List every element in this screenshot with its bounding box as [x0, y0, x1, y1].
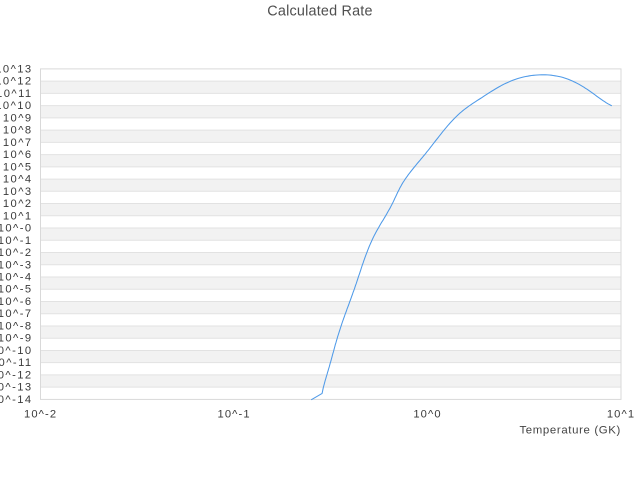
svg-text:10^-4: 10^-4: [0, 271, 33, 283]
svg-text:Calculated Rate: Calculated Rate: [267, 4, 372, 20]
svg-text:10^-0: 10^-0: [0, 223, 33, 235]
svg-text:10^0: 10^0: [413, 409, 441, 421]
svg-text:10^-2: 10^-2: [24, 409, 57, 421]
svg-text:10^5: 10^5: [3, 161, 33, 173]
svg-text:10^2: 10^2: [3, 198, 33, 210]
svg-text:10^4: 10^4: [3, 174, 33, 186]
svg-text:10^-14: 10^-14: [0, 394, 33, 406]
svg-text:10^7: 10^7: [3, 137, 33, 149]
svg-text:10^3: 10^3: [3, 186, 33, 198]
svg-text:10^8: 10^8: [3, 125, 33, 137]
svg-text:10^-1: 10^-1: [0, 235, 33, 247]
svg-text:10^9: 10^9: [3, 112, 33, 124]
svg-text:10^6: 10^6: [3, 149, 33, 161]
svg-text:10^-12: 10^-12: [0, 369, 33, 381]
svg-text:10^-11: 10^-11: [0, 357, 33, 369]
svg-text:10^-8: 10^-8: [0, 320, 33, 332]
svg-text:10^12: 10^12: [0, 76, 33, 88]
svg-text:10^-7: 10^-7: [0, 308, 33, 320]
svg-text:10^11: 10^11: [0, 88, 33, 100]
svg-text:10^-1: 10^-1: [218, 409, 251, 421]
svg-text:10^-2: 10^-2: [0, 247, 33, 259]
svg-text:10^-5: 10^-5: [0, 284, 33, 296]
svg-text:10^10: 10^10: [0, 100, 33, 112]
svg-text:10^-6: 10^-6: [0, 296, 33, 308]
svg-text:10^13: 10^13: [0, 63, 33, 75]
svg-text:10^1: 10^1: [607, 409, 635, 421]
svg-text:10^-9: 10^-9: [0, 333, 33, 345]
svg-text:10^-13: 10^-13: [0, 382, 33, 394]
svg-text:10^1: 10^1: [3, 210, 33, 222]
svg-text:10^-3: 10^-3: [0, 259, 33, 271]
svg-text:Temperature (GK): Temperature (GK): [519, 425, 621, 437]
svg-text:10^-10: 10^-10: [0, 345, 33, 357]
